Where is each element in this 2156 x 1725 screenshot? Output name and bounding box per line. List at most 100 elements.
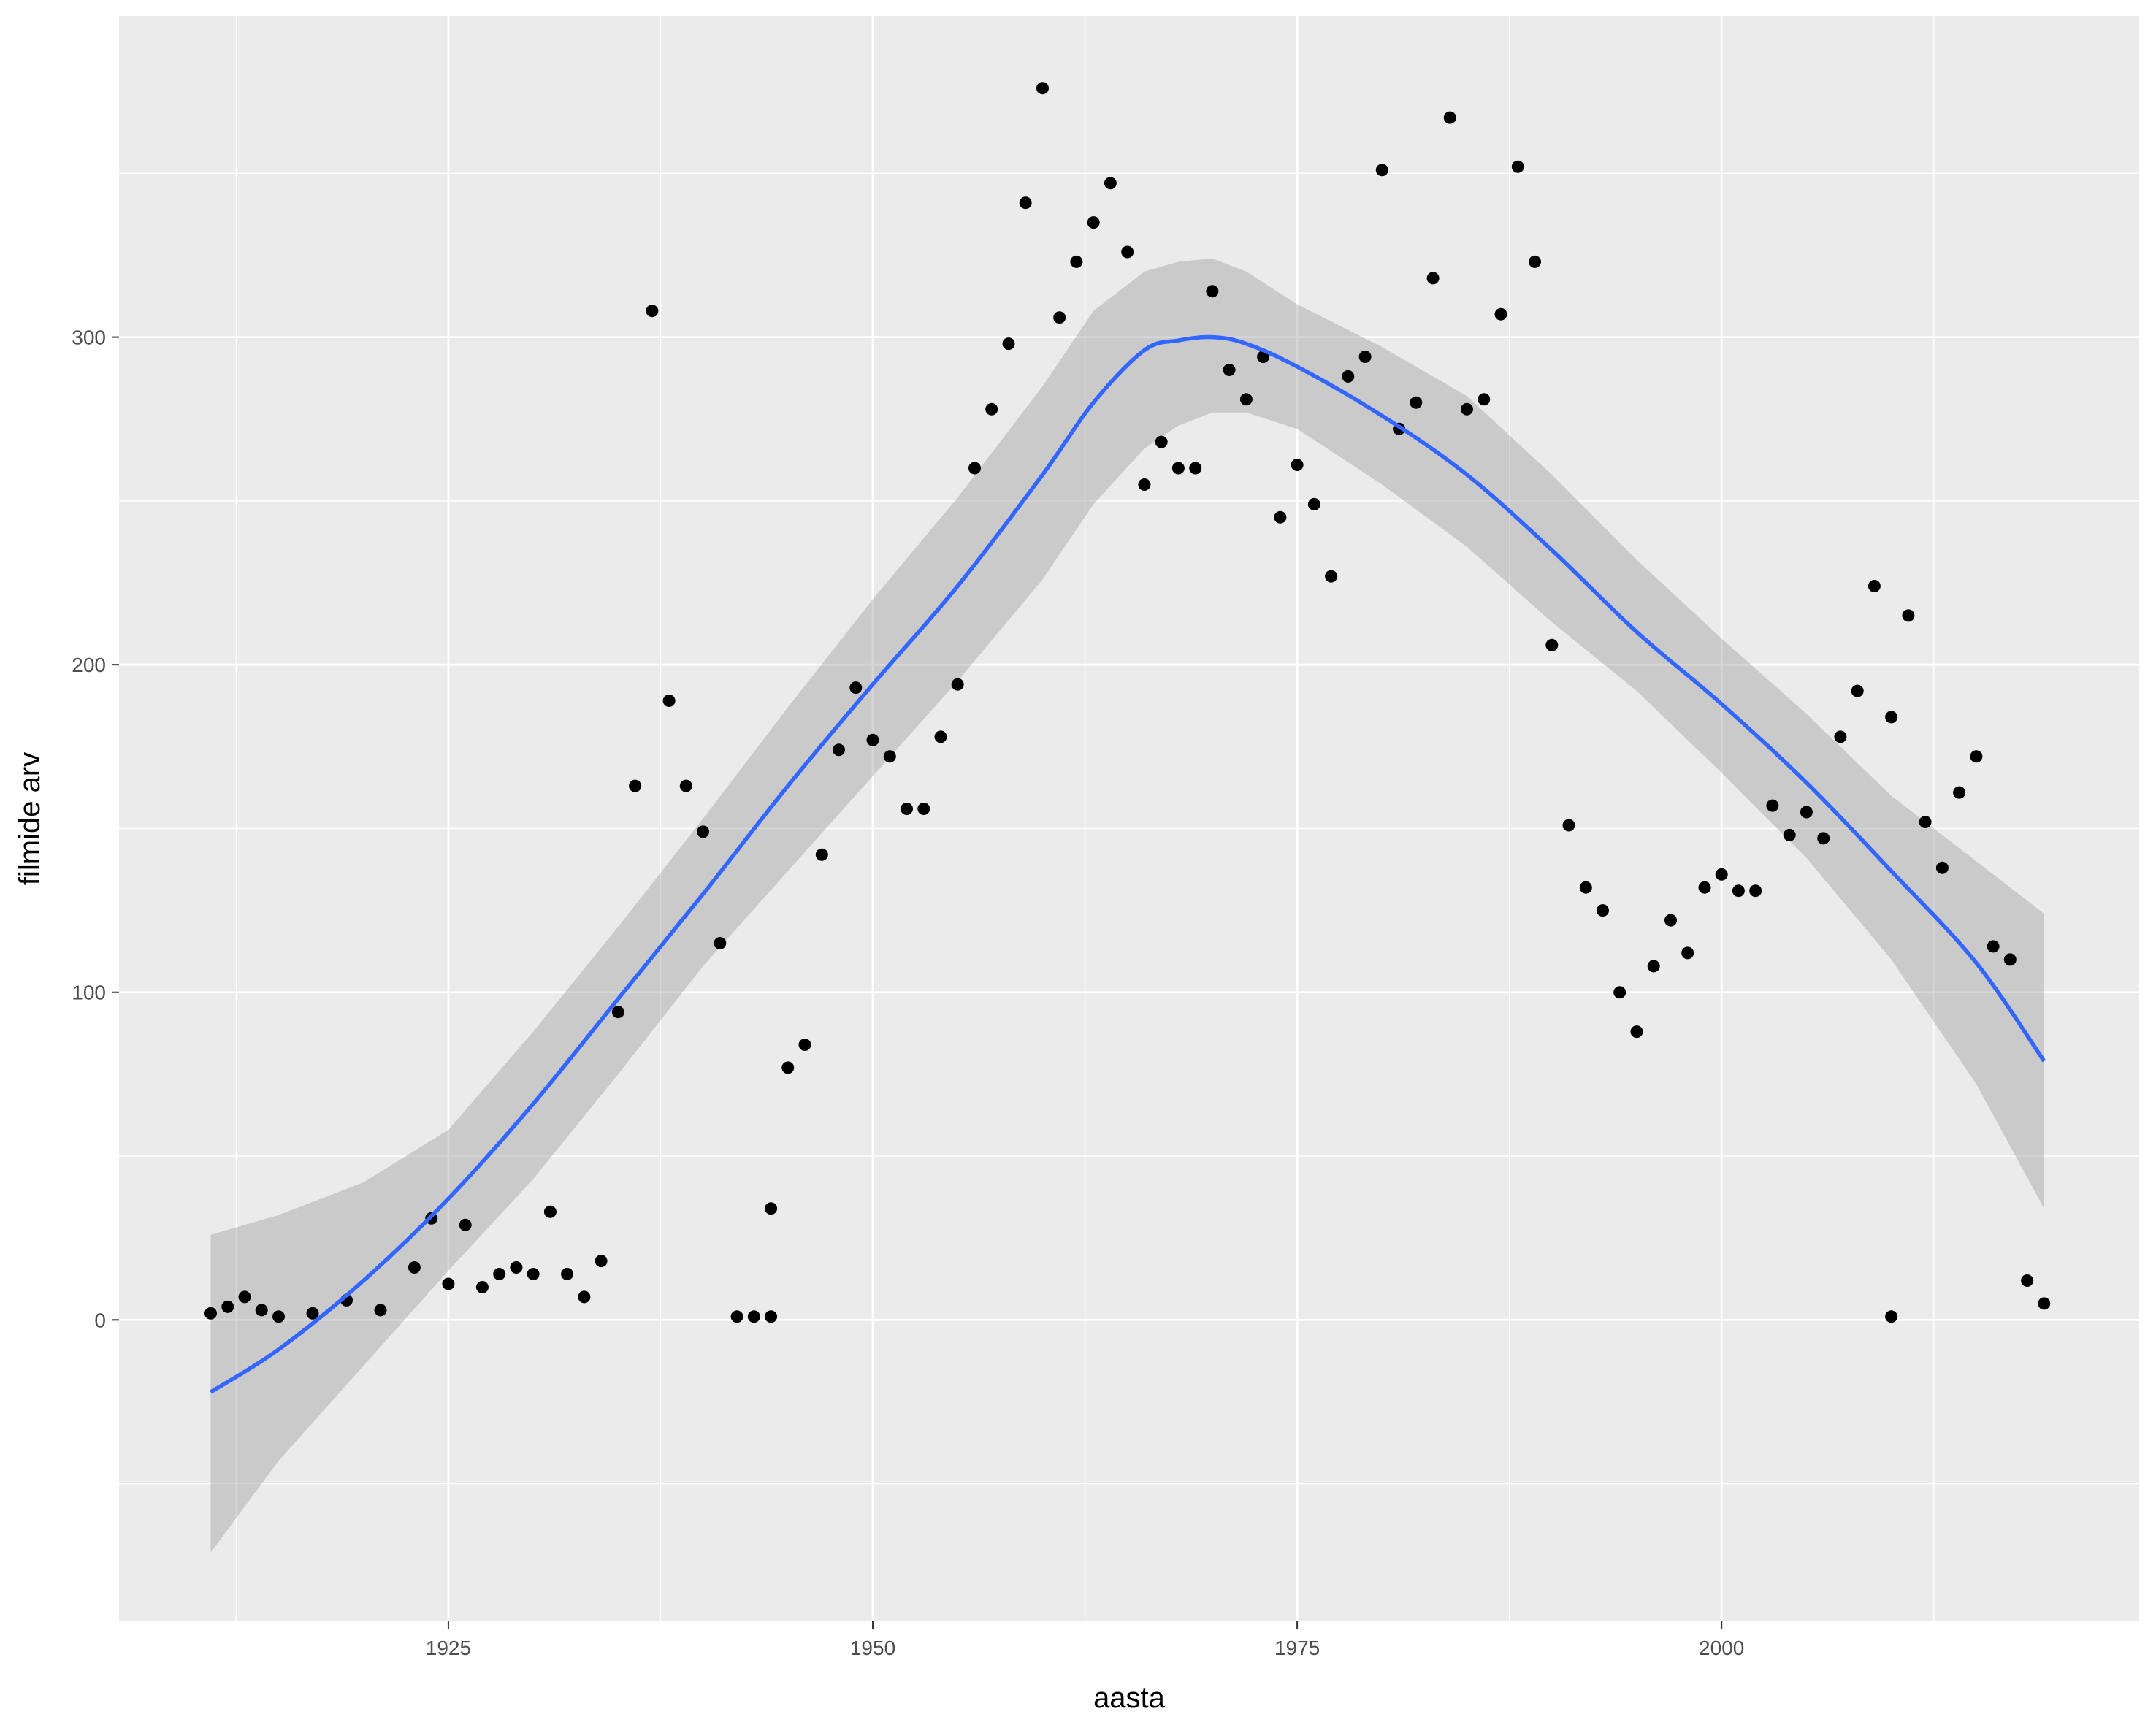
data-point <box>1478 393 1491 406</box>
data-point <box>1171 462 1185 475</box>
data-point <box>1104 177 1117 190</box>
data-point <box>1239 393 1253 406</box>
x-axis-title: aasta <box>1093 1682 1166 1714</box>
data-point <box>204 1307 217 1320</box>
data-point <box>1970 750 1983 763</box>
data-point <box>1206 285 1219 298</box>
data-point <box>1630 1025 1643 1039</box>
major-gridlines <box>119 16 2139 1621</box>
data-point <box>1545 638 1559 651</box>
data-point <box>1358 351 1372 363</box>
data-point <box>1817 832 1830 845</box>
data-point <box>1647 960 1660 973</box>
x-axis-ticks: 1925 1950 1975 2000 <box>426 1621 1744 1659</box>
data-point <box>1834 730 1847 743</box>
data-point <box>1121 245 1134 259</box>
data-point <box>662 695 676 707</box>
data-point <box>985 402 998 416</box>
data-point <box>475 1281 489 1293</box>
data-points <box>204 82 2051 1323</box>
data-point <box>1529 255 1541 268</box>
data-point <box>1461 402 1473 416</box>
data-point <box>866 733 879 746</box>
data-point <box>255 1304 268 1317</box>
data-point <box>629 779 642 792</box>
data-point <box>221 1300 234 1313</box>
data-point <box>459 1218 472 1231</box>
data-point <box>1138 478 1151 491</box>
data-point <box>815 848 828 861</box>
y-axis-title: filmide arv <box>14 752 46 885</box>
data-point <box>1732 884 1745 898</box>
data-point <box>442 1277 455 1290</box>
minor-gridlines <box>119 16 2139 1621</box>
data-point <box>1766 799 1779 812</box>
y-tick-label: 0 <box>94 1309 106 1331</box>
data-point <box>765 1310 778 1323</box>
data-point <box>1155 435 1168 448</box>
data-point <box>1681 946 1694 960</box>
data-point <box>527 1268 540 1280</box>
data-point <box>1053 311 1066 324</box>
data-point <box>561 1268 574 1280</box>
data-point <box>2021 1274 2034 1287</box>
data-point <box>1868 580 1881 592</box>
data-point <box>1511 160 1524 173</box>
data-point <box>934 730 947 743</box>
data-point <box>1375 164 1388 177</box>
data-point <box>1851 684 1864 697</box>
data-point <box>1426 272 1440 285</box>
data-point <box>1885 711 1898 724</box>
data-point <box>917 803 930 815</box>
data-point <box>408 1261 421 1274</box>
data-point <box>1002 337 1015 351</box>
data-point <box>1902 609 1915 622</box>
data-point <box>1443 111 1456 124</box>
data-point <box>578 1290 591 1304</box>
data-point <box>1579 881 1592 894</box>
data-point <box>1087 216 1100 229</box>
data-point <box>1885 1310 1898 1323</box>
data-point <box>611 1006 624 1019</box>
plot-panel <box>119 16 2139 1621</box>
data-point <box>1613 986 1626 999</box>
y-tick-label: 200 <box>72 654 106 676</box>
smooth-line <box>210 334 2046 1394</box>
y-tick-label: 100 <box>72 982 106 1004</box>
data-point <box>1036 82 1049 95</box>
data-point <box>833 743 845 757</box>
data-point <box>1325 570 1338 583</box>
data-point <box>747 1310 760 1323</box>
data-point <box>1410 396 1423 409</box>
data-point <box>510 1261 523 1274</box>
y-tick-label: 300 <box>72 326 106 349</box>
data-point <box>1189 462 1202 475</box>
data-point <box>883 750 896 763</box>
data-point <box>765 1202 778 1215</box>
data-point <box>1698 881 1711 894</box>
data-point <box>798 1039 811 1051</box>
x-tick-label: 2000 <box>1699 1637 1744 1659</box>
data-point <box>272 1310 285 1323</box>
data-point <box>1307 497 1320 510</box>
data-point <box>543 1205 557 1218</box>
data-point <box>374 1304 387 1317</box>
x-tick-label: 1975 <box>1274 1637 1320 1659</box>
data-point <box>697 825 710 838</box>
data-point <box>730 1310 743 1323</box>
data-point <box>968 462 981 475</box>
data-point <box>1919 816 1932 828</box>
data-point <box>306 1307 319 1320</box>
data-point <box>1935 861 1949 874</box>
data-point <box>1342 370 1355 383</box>
data-point <box>1494 307 1507 321</box>
data-point <box>714 937 727 949</box>
data-point <box>1715 868 1728 881</box>
data-point <box>1800 806 1813 819</box>
data-point <box>951 678 964 691</box>
data-point <box>1291 459 1304 471</box>
data-point <box>238 1290 251 1304</box>
data-point <box>1953 786 1966 799</box>
y-axis-ticks: 0 100 200 300 <box>72 326 119 1331</box>
